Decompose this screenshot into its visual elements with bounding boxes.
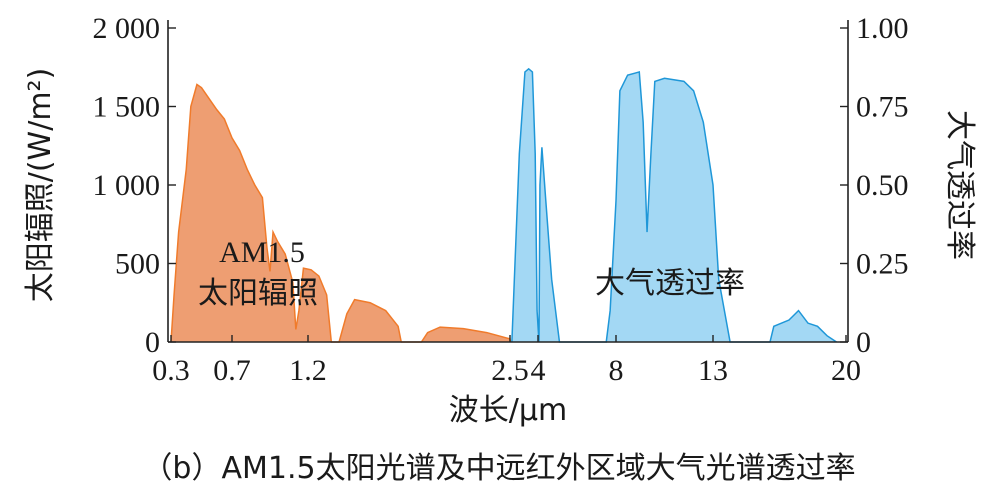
y-right-tick-label: 0.50 <box>856 169 909 202</box>
y-right-tick-label: 0.25 <box>856 248 909 281</box>
annotation-solar: 太阳辐照 <box>198 276 318 311</box>
x-axis-label: 波长/μm <box>449 393 567 428</box>
y-right-tick-label: 0.75 <box>856 91 909 124</box>
x-tick-label: 0.3 <box>152 354 190 387</box>
series-0-area <box>171 84 511 343</box>
x-tick-label: 8 <box>609 354 624 387</box>
series-1-line <box>511 67 837 343</box>
y-axis-left-label: 太阳辐照/(W/m²) <box>23 68 58 303</box>
y-right-tick-label: 0 <box>856 326 871 359</box>
x-tick-label: 4 <box>531 354 546 387</box>
x-tick-label: 13 <box>698 354 728 387</box>
annotation-atm: 大气透过率 <box>595 266 745 301</box>
x-tick-label: 2.5 <box>491 354 529 387</box>
y-left-tick-label: 500 <box>115 248 160 281</box>
series-1-area <box>511 68 837 342</box>
y-left-tick-label: 1 500 <box>93 91 161 124</box>
y-axis-right-label: 大气透过率 <box>942 110 977 260</box>
x-tick-label: 20 <box>831 354 861 387</box>
figure-caption: （b）AM1.5太阳光谱及中远红外区域大气光谱透过率 <box>142 451 855 486</box>
x-tick-label: 1.2 <box>289 354 327 387</box>
y-left-tick-label: 0 <box>145 326 160 359</box>
y-left-tick-label: 1 000 <box>93 169 161 202</box>
y-left-tick-label: 2 000 <box>93 12 161 45</box>
x-tick-label: 0.7 <box>213 354 251 387</box>
y-right-tick-label: 1.00 <box>856 12 909 45</box>
annotation-am15: AM1.5 <box>219 236 305 269</box>
